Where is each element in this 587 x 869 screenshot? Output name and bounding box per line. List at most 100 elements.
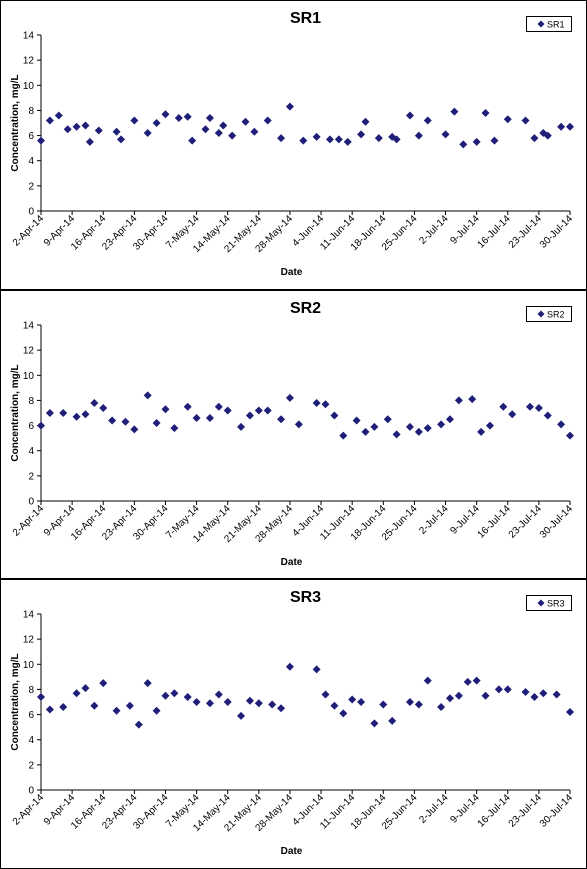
chart-panel-sr3: SR3 SR3 0 2 4 6 8 10 12 14 2-Apr-14 9-Apr-14 16-Apr-… xyxy=(0,579,587,869)
data-point xyxy=(357,698,366,706)
data-point xyxy=(405,698,414,706)
data-point xyxy=(219,121,228,130)
data-point xyxy=(499,402,508,411)
data-point xyxy=(388,716,397,725)
data-point xyxy=(130,425,139,434)
data-point xyxy=(117,135,126,144)
legend-box xyxy=(526,306,572,322)
data-point xyxy=(472,676,481,685)
data-point xyxy=(543,131,552,140)
y-tick-label: 10 xyxy=(23,81,35,92)
data-point xyxy=(521,116,530,125)
data-point xyxy=(108,416,117,425)
data-point xyxy=(263,116,272,125)
data-point xyxy=(450,107,459,116)
data-point xyxy=(205,113,214,122)
data-point xyxy=(312,398,321,407)
data-point xyxy=(130,116,139,125)
chart-panel-sr2: SR2 SR2 0 2 4 6 8 10 12 14 2-Apr-14 9-Apr-14 16-Apr-… xyxy=(0,290,587,579)
y-tick-label: 8 xyxy=(28,685,34,696)
data-point xyxy=(161,405,170,414)
data-point xyxy=(370,422,379,431)
data-point xyxy=(223,406,232,415)
y-tick-label: 14 xyxy=(23,610,35,621)
data-point xyxy=(94,126,103,135)
legend-label: SR2 xyxy=(547,310,565,320)
data-point xyxy=(437,703,446,712)
legend-marker xyxy=(537,20,545,28)
data-point xyxy=(174,113,183,122)
y-tick-label: 12 xyxy=(23,346,35,357)
data-point xyxy=(90,701,99,710)
data-point xyxy=(161,691,170,700)
y-tick-label: 6 xyxy=(28,421,34,432)
x-axis-title: Date xyxy=(281,846,303,857)
data-point xyxy=(237,711,246,720)
data-point xyxy=(494,685,503,694)
legend: SR2 xyxy=(526,306,572,322)
y-tick-label: 4 xyxy=(28,446,34,457)
data-point xyxy=(437,420,446,429)
y-tick-label: 6 xyxy=(28,710,34,721)
data-point xyxy=(472,137,481,146)
data-point xyxy=(245,696,254,705)
data-point xyxy=(277,134,286,143)
data-point xyxy=(37,136,45,145)
data-point xyxy=(192,698,201,706)
data-point xyxy=(383,415,392,424)
data-point xyxy=(121,417,130,426)
data-point xyxy=(188,136,197,145)
data-point xyxy=(285,662,294,671)
data-point xyxy=(543,411,552,420)
data-point xyxy=(81,410,90,419)
data-point xyxy=(81,684,90,693)
data-point xyxy=(205,414,214,423)
data-point xyxy=(374,134,383,143)
data-point xyxy=(343,137,352,146)
data-point xyxy=(161,110,170,119)
data-point xyxy=(170,424,179,433)
data-point xyxy=(361,427,370,436)
data-point xyxy=(379,700,388,709)
data-point xyxy=(183,402,192,411)
y-tick-label: 10 xyxy=(23,371,35,382)
y-tick-label: 14 xyxy=(23,321,35,332)
y-axis-title: Concentration, mg/L xyxy=(10,364,21,461)
data-point xyxy=(339,431,348,440)
data-point xyxy=(330,701,339,710)
data-point xyxy=(45,116,54,125)
data-point xyxy=(552,690,561,699)
y-tick-label: 8 xyxy=(28,106,34,117)
data-point xyxy=(277,415,286,424)
data-point xyxy=(423,676,432,685)
data-point xyxy=(241,117,250,126)
data-point xyxy=(321,690,330,699)
data-point xyxy=(454,396,463,405)
data-point xyxy=(392,430,401,439)
chart-svg: SR2 SR2024681012142-Apr-149-Apr-1416-Apr-… xyxy=(0,290,587,579)
data-point xyxy=(152,706,161,715)
data-point xyxy=(530,134,539,143)
data-point xyxy=(183,692,192,701)
data-point xyxy=(237,422,246,431)
data-point xyxy=(37,692,45,701)
data-point xyxy=(299,136,308,145)
data-point xyxy=(277,704,286,713)
data-point xyxy=(72,412,81,421)
data-point xyxy=(485,421,494,430)
y-tick-label: 12 xyxy=(23,56,35,67)
data-point xyxy=(214,402,223,411)
data-point xyxy=(183,112,192,121)
data-point xyxy=(441,130,450,139)
data-point xyxy=(392,135,401,144)
chart-title: SR3 xyxy=(290,589,321,606)
data-point xyxy=(312,665,321,674)
data-point xyxy=(285,102,294,111)
data-point xyxy=(192,414,201,423)
legend-box xyxy=(526,595,572,611)
data-point xyxy=(557,420,566,429)
data-point xyxy=(170,689,179,698)
data-point xyxy=(143,679,152,688)
data-point xyxy=(63,125,72,134)
data-point xyxy=(566,122,574,131)
